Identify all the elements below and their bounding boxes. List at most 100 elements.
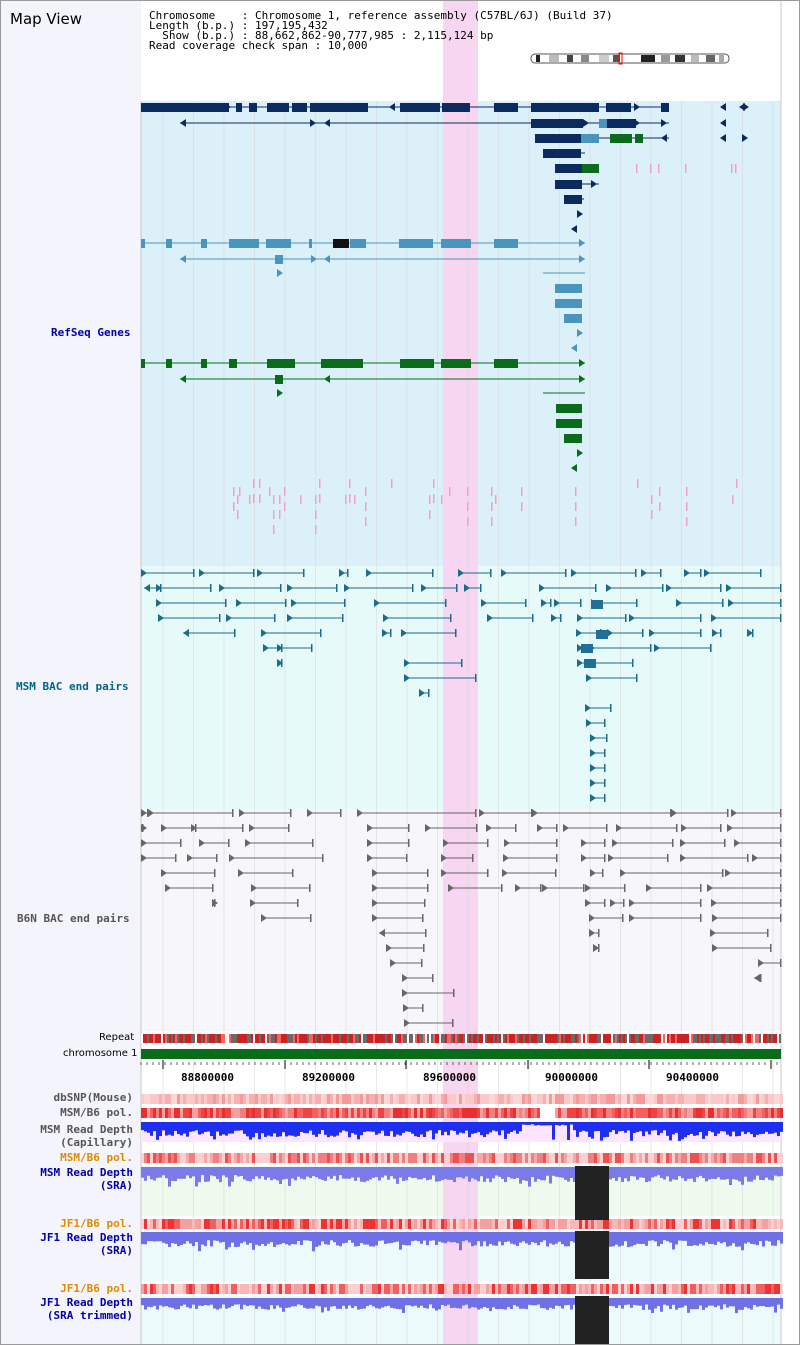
read-depth-bar [231, 1232, 234, 1243]
track-label-msm-b6-pol[interactable]: MSM/B6 pol. [60, 1106, 133, 1119]
heatmap-cell [420, 1094, 423, 1104]
read-depth-bar [753, 1122, 756, 1138]
heatmap-cell [603, 1108, 606, 1118]
read-depth-bar [525, 1232, 528, 1244]
repeat-segment [761, 1034, 763, 1043]
heatmap-cell [240, 1108, 243, 1118]
track-label-repeat[interactable]: Repeat [99, 1032, 135, 1043]
heatmap-cell [291, 1153, 294, 1163]
heatmap-cell [615, 1219, 618, 1229]
repeat-segment [549, 1034, 551, 1043]
repeat-segment [465, 1034, 467, 1043]
track-label-b6n-bac[interactable]: B6N BAC end pairs [17, 912, 130, 925]
read-depth-bar [627, 1232, 630, 1248]
heatmap-cell [579, 1108, 582, 1118]
axis-tick-label: 89600000 [423, 1071, 476, 1084]
track-label-msm-b6-pol-2[interactable]: MSM/B6 pol. [60, 1151, 133, 1164]
read-depth-bar [684, 1122, 687, 1138]
heatmap-cell [582, 1219, 585, 1229]
heatmap-cell [573, 1094, 576, 1104]
heatmap-cell [327, 1153, 330, 1163]
read-depth-bar [654, 1298, 657, 1309]
repeat-segment [233, 1034, 235, 1043]
read-depth-bar [741, 1122, 744, 1132]
heatmap-cell [366, 1284, 369, 1294]
repeat-segment [691, 1034, 693, 1043]
repeat-segment [405, 1034, 407, 1043]
track-label-jf1-depth-trimmed[interactable]: JF1 Read Depth (SRA trimmed) [40, 1296, 133, 1322]
heatmap-cell [318, 1108, 321, 1118]
read-depth-bar [297, 1122, 300, 1136]
heatmap-cell [162, 1219, 165, 1229]
read-depth-bar [705, 1232, 708, 1243]
read-depth-bar [237, 1167, 240, 1177]
read-depth-bar [687, 1167, 690, 1179]
track-label-msm-depth-sra[interactable]: MSM Read Depth (SRA) [40, 1166, 133, 1192]
heatmap-cell [270, 1094, 273, 1104]
heatmap-cell [252, 1284, 255, 1294]
heatmap-cell [198, 1094, 201, 1104]
read-depth-bar [294, 1167, 297, 1181]
heatmap-cell [288, 1153, 291, 1163]
read-depth-bar [216, 1232, 219, 1241]
heatmap-cell [501, 1094, 504, 1104]
heatmap-cell [426, 1284, 429, 1294]
read-depth-bar [225, 1167, 228, 1178]
heatmap-cell [252, 1108, 255, 1118]
heatmap-cell [504, 1108, 507, 1118]
track-label-jf1-depth-sra[interactable]: JF1 Read Depth (SRA) [40, 1231, 133, 1257]
read-depth-bar [237, 1298, 240, 1305]
heatmap-cell [708, 1108, 711, 1118]
read-depth-bar [690, 1298, 693, 1310]
bac-end-tick [309, 884, 311, 892]
read-depth-bar [456, 1167, 459, 1178]
heatmap-cell [615, 1094, 618, 1104]
track-label-chromosome[interactable]: chromosome 1 [63, 1048, 138, 1059]
track-label-refseq[interactable]: RefSeq Genes [51, 326, 131, 339]
heatmap-cell [519, 1219, 522, 1229]
bac-end-arrow [629, 914, 635, 922]
variant-tick [365, 502, 367, 511]
heatmap-cell [207, 1094, 210, 1104]
read-depth-bar [156, 1298, 159, 1310]
read-depth-bar [375, 1167, 378, 1178]
read-depth-bar [363, 1122, 366, 1132]
track-label-jf1-b6-pol-2[interactable]: JF1/B6 pol. [60, 1282, 133, 1295]
heatmap-cell [183, 1094, 186, 1104]
bac-end-tick [602, 869, 604, 877]
heatmap-cell [612, 1284, 615, 1294]
bac-end-tick [724, 839, 726, 847]
heatmap-cell [351, 1153, 354, 1163]
heatmap-cell [243, 1284, 246, 1294]
track-label-jf1-b6-pol[interactable]: JF1/B6 pol. [60, 1217, 133, 1230]
repeat-segment [779, 1034, 781, 1043]
heatmap-cell [426, 1094, 429, 1104]
repeat-segment [609, 1034, 611, 1043]
read-depth-bar [537, 1232, 540, 1246]
repeat-segment [437, 1034, 439, 1043]
read-depth-bar [168, 1122, 171, 1135]
read-depth-bar [189, 1232, 192, 1244]
heatmap-cell [216, 1284, 219, 1294]
track-label-msm-bac[interactable]: MSM BAC end pairs [16, 680, 129, 693]
read-depth-bar [696, 1298, 699, 1310]
read-depth-bar [630, 1232, 633, 1247]
track-label-msm-depth-capillary[interactable]: MSM Read Depth (Capillary) [40, 1123, 133, 1149]
heatmap-cell [759, 1153, 762, 1163]
read-depth-bar [519, 1232, 522, 1243]
heatmap-cell [525, 1153, 528, 1163]
read-depth-bar [231, 1298, 234, 1307]
read-depth-bar [480, 1232, 483, 1247]
variant-tick [259, 494, 261, 503]
bac-end-arrow [261, 629, 267, 637]
read-depth-bar [633, 1232, 636, 1246]
track-label-dbsnp[interactable]: dbSNP(Mouse) [53, 1091, 133, 1104]
heatmap-cell [543, 1094, 546, 1104]
read-depth-bar [480, 1122, 483, 1136]
heatmap-cell [657, 1153, 660, 1163]
heatmap-cell [372, 1108, 375, 1118]
read-depth-bar [159, 1167, 162, 1178]
heatmap-cell [750, 1108, 753, 1118]
heatmap-cell [756, 1284, 759, 1294]
